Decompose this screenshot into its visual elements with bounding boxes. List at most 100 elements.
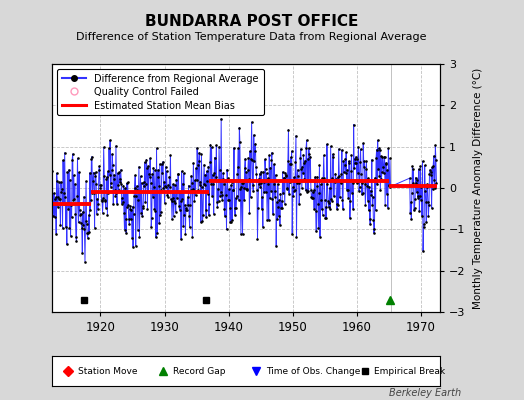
Point (205, 201, 214, 208)
Point (230, 186, 238, 193)
Point (297, 146, 305, 152)
Point (226, 182, 235, 188)
Point (347, 152, 356, 158)
Point (337, 147, 346, 153)
Point (382, 159, 390, 166)
Point (210, 170, 219, 176)
Point (182, 205, 190, 211)
Point (231, 212, 239, 218)
Point (276, 221, 284, 228)
Point (92, 180, 101, 187)
Point (61, 224, 70, 230)
Point (82, 178, 90, 184)
Point (260, 179, 269, 186)
Point (252, 171, 260, 178)
Point (340, 158, 348, 164)
Point (253, 187, 261, 194)
Point (356, 158, 364, 165)
Point (424, 213, 433, 220)
Point (359, 164, 368, 170)
Point (158, 160, 166, 167)
Point (166, 184, 174, 190)
Point (411, 174, 420, 181)
Point (195, 182, 204, 188)
Point (234, 145, 243, 151)
Point (105, 145, 113, 152)
Point (248, 157, 256, 163)
Point (365, 184, 373, 190)
Point (413, 194, 422, 201)
Point (95, 163, 104, 169)
Point (368, 202, 377, 208)
Point (237, 184, 246, 190)
Point (68, 214, 76, 220)
Point (56, 222, 64, 228)
Point (110, 172, 118, 178)
Point (131, 172, 139, 178)
Point (149, 164, 158, 171)
Point (300, 160, 308, 166)
Point (72, 238, 81, 244)
Point (290, 188, 299, 194)
Point (96, 185, 105, 191)
Point (52, 230, 60, 237)
Point (344, 194, 353, 201)
Point (381, 202, 389, 208)
Point (193, 162, 202, 168)
Point (70, 172, 78, 179)
Point (256, 184, 265, 190)
Point (299, 170, 307, 176)
Point (386, 183, 395, 190)
Point (268, 150, 276, 156)
Point (246, 148, 254, 154)
Point (296, 191, 304, 198)
Point (165, 174, 173, 180)
Point (361, 201, 369, 208)
Point (372, 207, 380, 214)
Point (307, 194, 315, 200)
Point (297, 166, 305, 172)
Point (231, 205, 239, 211)
Point (349, 206, 357, 212)
Point (270, 188, 279, 194)
Point (207, 180, 215, 187)
Point (123, 180, 131, 186)
Point (232, 195, 240, 201)
Point (301, 187, 310, 194)
Point (154, 174, 162, 181)
Point (316, 181, 325, 188)
Point (310, 206, 318, 212)
Point (423, 184, 432, 190)
Point (167, 198, 176, 204)
Point (386, 155, 394, 162)
Point (376, 146, 384, 153)
Point (264, 175, 272, 182)
Point (124, 202, 133, 209)
Point (155, 220, 163, 227)
Point (309, 195, 317, 201)
Point (213, 204, 222, 210)
Point (299, 152, 308, 158)
Point (134, 227, 142, 233)
Point (221, 213, 229, 219)
Point (341, 162, 349, 168)
Point (411, 196, 419, 202)
Point (74, 219, 83, 226)
Point (383, 167, 391, 174)
Point (278, 169, 287, 175)
Point (106, 183, 115, 190)
Point (245, 176, 253, 183)
Point (113, 201, 121, 207)
Point (322, 215, 331, 222)
Point (80, 193, 88, 200)
Point (87, 156, 95, 162)
Point (164, 182, 172, 188)
Point (169, 212, 178, 219)
Point (99, 195, 107, 202)
Point (59, 157, 67, 164)
Point (200, 182, 209, 188)
Point (430, 153, 438, 159)
Point (135, 234, 144, 240)
Point (406, 175, 414, 181)
Point (325, 200, 333, 206)
